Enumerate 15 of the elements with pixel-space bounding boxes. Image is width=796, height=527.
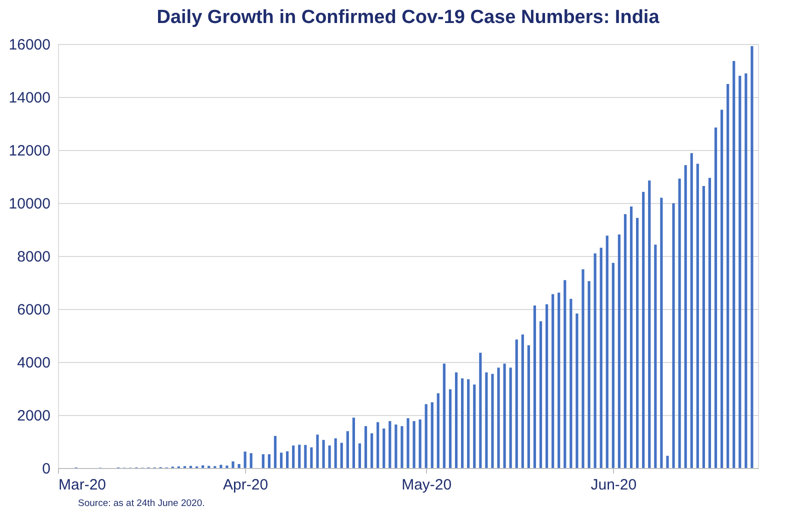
y-tick-label: 4000 — [17, 354, 50, 372]
x-tick-label: May-20 — [402, 476, 452, 494]
y-tick-label: 12000 — [8, 142, 50, 160]
y-tick-label: 10000 — [8, 196, 50, 212]
x-tick-label: Mar-20 — [58, 476, 106, 494]
x-tick-label: Jun-20 — [590, 476, 637, 494]
y-tick-label: 2000 — [17, 408, 50, 424]
chart-title: Daily Growth in Confirmed Cov-19 Case Numbers: India — [156, 7, 660, 28]
y-tick-label: 6000 — [17, 302, 50, 318]
y-tick-label: 8000 — [17, 248, 50, 266]
y-tick-label: 0 — [42, 460, 50, 478]
source-note: Source: as at 24th June 2020. — [78, 498, 205, 509]
x-tick-label: Apr-20 — [223, 476, 268, 494]
y-tick-label: 14000 — [8, 90, 50, 106]
y-tick-label: 16000 — [8, 36, 50, 54]
